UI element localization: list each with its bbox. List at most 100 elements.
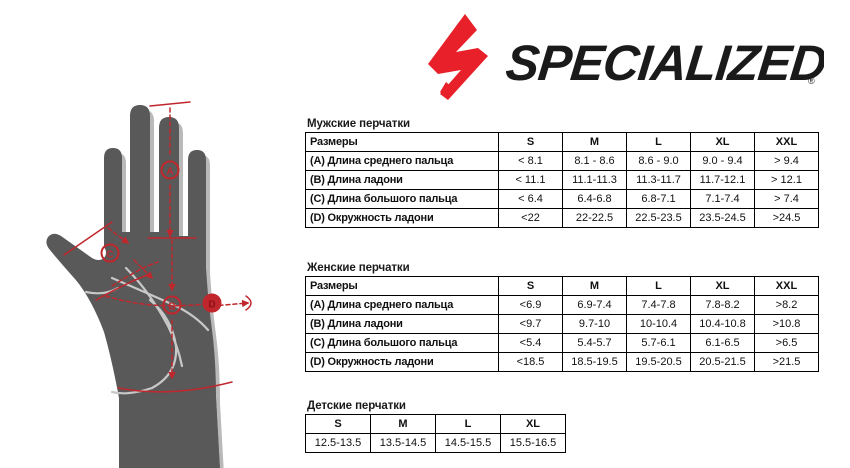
cell-a-xxl: >8.2 — [754, 295, 819, 315]
column-header-xxl: XXL — [754, 276, 819, 296]
hand-measurement-diagram: A B C D — [0, 0, 300, 468]
cell-d-s: <18.5 — [498, 352, 563, 372]
column-header-m: M — [562, 276, 627, 296]
column-header-l: L — [626, 276, 691, 296]
womens-gloves-section: Женские перчатки Размеры S M L XL XXL (A… — [305, 262, 819, 372]
marker-b-label: B — [168, 302, 175, 313]
cell-c-l: 5.7-6.1 — [626, 333, 691, 353]
table-row: (C) Длина большого пальца < 6.4 6.4-6.8 … — [305, 189, 819, 209]
cell-b-s: <9.7 — [498, 314, 563, 334]
specialized-logo: SPECIALIZED ® — [404, 8, 824, 108]
brand-wordmark: SPECIALIZED — [503, 35, 824, 91]
cell-c-xl: 6.1-6.5 — [690, 333, 755, 353]
column-header-l: L — [626, 132, 691, 152]
annotation-thumb-base — [95, 273, 151, 301]
cell-a-xl: 9.0 - 9.4 — [690, 151, 755, 171]
cell-kid-m: 13.5-14.5 — [370, 433, 436, 453]
cell-a-m: 8.1 - 8.6 — [562, 151, 627, 171]
mens-gloves-section: Мужские перчатки Размеры S M L XL XXL (A… — [305, 118, 819, 228]
annotation-thumb-tick — [63, 221, 113, 256]
column-header-s: S — [498, 276, 563, 296]
kids-gloves-section: Детские перчатки S M L XL 12.5-13.5 13.5… — [305, 400, 566, 453]
cell-b-xl: 10.4-10.8 — [690, 314, 755, 334]
cell-kid-s: 12.5-13.5 — [305, 433, 371, 453]
cell-b-s: < 11.1 — [498, 170, 563, 190]
column-header-s: S — [498, 132, 563, 152]
row-label-b: (B) Длина ладони — [305, 170, 499, 190]
cell-b-m: 9.7-10 — [562, 314, 627, 334]
womens-size-table: Размеры S M L XL XXL (A) Длина среднего … — [305, 276, 819, 372]
marker-d-label: D — [208, 300, 215, 311]
table-header-row: Размеры S M L XL XXL — [305, 276, 819, 296]
marker-a-label: A — [166, 167, 173, 178]
table-row: (A) Длина среднего пальца <6.9 6.9-7.4 7… — [305, 295, 819, 315]
cell-a-s: < 8.1 — [498, 151, 563, 171]
cell-d-xxl: >21.5 — [754, 352, 819, 372]
cell-d-xl: 20.5-21.5 — [690, 352, 755, 372]
registered-trademark-symbol: ® — [808, 76, 815, 86]
cell-c-l: 6.8-7.1 — [626, 189, 691, 209]
cell-a-l: 7.4-7.8 — [626, 295, 691, 315]
cell-a-s: <6.9 — [498, 295, 563, 315]
column-header-l: L — [435, 414, 501, 434]
table-row: (C) Длина большого пальца <5.4 5.4-5.7 5… — [305, 333, 819, 353]
cell-c-m: 5.4-5.7 — [562, 333, 627, 353]
cell-a-xl: 7.8-8.2 — [690, 295, 755, 315]
table-row: (D) Окружность ладони <18.5 18.5-19.5 19… — [305, 352, 819, 372]
cell-c-xxl: >6.5 — [754, 333, 819, 353]
column-header-xl: XL — [690, 276, 755, 296]
cell-d-xxl: >24.5 — [754, 208, 819, 228]
column-header-s: S — [305, 414, 371, 434]
cell-c-xl: 7.1-7.4 — [690, 189, 755, 209]
annotation-fingertip-tick — [149, 101, 191, 107]
table-row: (D) Окружность ладони <22 22-22.5 22.5-2… — [305, 208, 819, 228]
column-header-xxl: XXL — [754, 132, 819, 152]
column-header-m: M — [562, 132, 627, 152]
table-row: (B) Длина ладони <9.7 9.7-10 10-10.4 10.… — [305, 314, 819, 334]
cell-c-m: 6.4-6.8 — [562, 189, 627, 209]
column-header-measure: Размеры — [305, 132, 499, 152]
specialized-s-logo-icon — [428, 14, 488, 100]
cell-c-s: <5.4 — [498, 333, 563, 353]
cell-d-m: 18.5-19.5 — [562, 352, 627, 372]
row-label-d: (D) Окружность ладони — [305, 352, 499, 372]
cell-a-xxl: > 9.4 — [754, 151, 819, 171]
row-label-b: (B) Длина ладони — [305, 314, 499, 334]
table-row: (B) Длина ладони < 11.1 11.1-11.3 11.3-1… — [305, 170, 819, 190]
cell-b-l: 10-10.4 — [626, 314, 691, 334]
table-row: 12.5-13.5 13.5-14.5 14.5-15.5 15.5-16.5 — [305, 433, 566, 453]
cell-c-s: < 6.4 — [498, 189, 563, 209]
cell-b-xl: 11.7-12.1 — [690, 170, 755, 190]
womens-table-caption: Женские перчатки — [307, 262, 410, 274]
annotation-markers: A B C D — [100, 160, 222, 315]
mens-table-caption: Мужские перчатки — [307, 118, 410, 130]
table-header-row: Размеры S M L XL XXL — [305, 132, 819, 152]
table-row: (A) Длина среднего пальца < 8.1 8.1 - 8.… — [305, 151, 819, 171]
column-header-measure: Размеры — [305, 276, 499, 296]
row-label-a: (A) Длина среднего пальца — [305, 295, 499, 315]
cell-d-s: <22 — [498, 208, 563, 228]
cell-d-l: 22.5-23.5 — [626, 208, 691, 228]
cell-kid-xl: 15.5-16.5 — [500, 433, 566, 453]
glove-silhouette — [46, 105, 224, 468]
cell-b-xxl: >10.8 — [754, 314, 819, 334]
cell-a-l: 8.6 - 9.0 — [626, 151, 691, 171]
cell-c-xxl: > 7.4 — [754, 189, 819, 209]
marker-c-label: C — [106, 250, 113, 261]
cell-d-m: 22-22.5 — [562, 208, 627, 228]
row-label-a: (A) Длина среднего пальца — [305, 151, 499, 171]
cell-d-xl: 23.5-24.5 — [690, 208, 755, 228]
annotation-wrist-line — [117, 381, 233, 393]
cell-b-m: 11.1-11.3 — [562, 170, 627, 190]
row-label-c: (C) Длина большого пальца — [305, 333, 499, 353]
cell-b-xxl: > 12.1 — [754, 170, 819, 190]
mens-size-table: Размеры S M L XL XXL (A) Длина среднего … — [305, 132, 819, 228]
cell-a-m: 6.9-7.4 — [562, 295, 627, 315]
row-label-d: (D) Окружность ладони — [305, 208, 499, 228]
row-label-c: (C) Длина большого пальца — [305, 189, 499, 209]
cell-d-l: 19.5-20.5 — [626, 352, 691, 372]
column-header-m: M — [370, 414, 436, 434]
table-header-row: S M L XL — [305, 414, 566, 434]
cell-kid-l: 14.5-15.5 — [435, 433, 501, 453]
